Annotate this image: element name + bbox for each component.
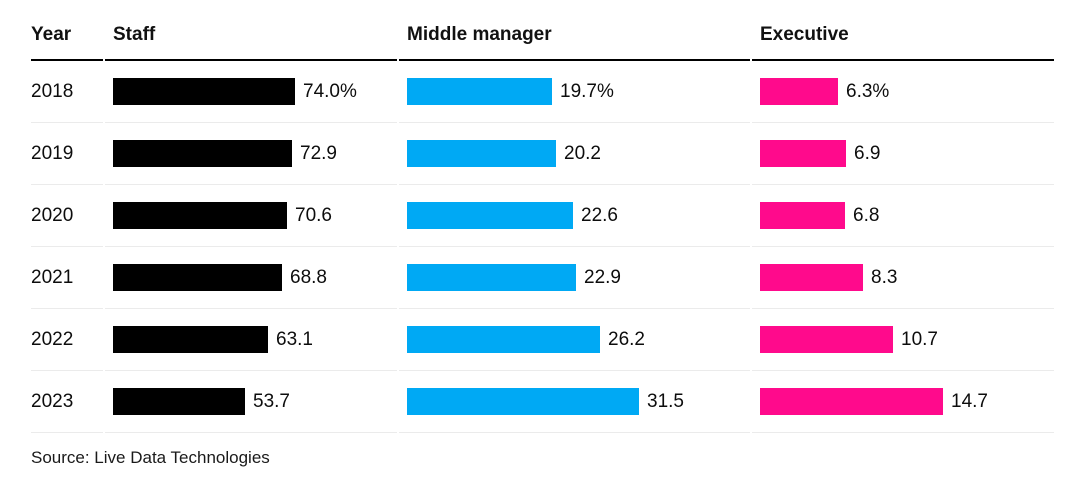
executive-cell: 6.8	[752, 185, 1054, 247]
value-label: 31.5	[647, 390, 684, 412]
value-label: 53.7	[253, 390, 290, 412]
value-label: 26.2	[608, 328, 645, 350]
table-body: 2018 74.0% 19.7% 6.3% 2019 72.9 20.2 6.9 2020 70.…	[31, 61, 1054, 433]
executive-cell: 8.3	[752, 247, 1054, 309]
year-cell: 2019	[31, 123, 103, 185]
middle-manager-cell: 31.5	[399, 371, 750, 433]
staff-bar	[113, 388, 245, 415]
value-label: 6.8	[853, 204, 880, 226]
middle-manager-cell: 22.6	[399, 185, 750, 247]
executive-bar	[760, 202, 845, 229]
middle-manager-bar	[407, 140, 556, 167]
staff-bar	[113, 202, 287, 229]
executive-bar	[760, 326, 893, 353]
value-label: 14.7	[951, 390, 988, 412]
source-row: Source: Live Data Technologies	[31, 433, 1054, 468]
executive-cell: 6.9	[752, 123, 1054, 185]
year-label: 2019	[31, 142, 74, 164]
header-executive: Executive	[752, 0, 1054, 61]
staff-bar	[113, 78, 295, 105]
staff-bar	[113, 264, 282, 291]
middle-manager-cell: 26.2	[399, 309, 750, 371]
year-label: 2021	[31, 266, 74, 288]
table-row: 2023 53.7 31.5 14.7	[31, 371, 1054, 433]
table-row: 2018 74.0% 19.7% 6.3%	[31, 61, 1054, 123]
middle-manager-cell: 19.7%	[399, 61, 750, 123]
middle-manager-bar	[407, 202, 573, 229]
header-year: Year	[31, 0, 103, 61]
value-label: 10.7	[901, 328, 938, 350]
staff-cell: 68.8	[105, 247, 397, 309]
executive-bar	[760, 78, 838, 105]
year-label: 2018	[31, 80, 74, 102]
executive-cell: 10.7	[752, 309, 1054, 371]
executive-cell: 6.3%	[752, 61, 1054, 123]
executive-bar	[760, 264, 863, 291]
value-label: 70.6	[295, 204, 332, 226]
middle-manager-bar	[407, 78, 552, 105]
staff-cell: 74.0%	[105, 61, 397, 123]
table-row: 2019 72.9 20.2 6.9	[31, 123, 1054, 185]
value-label: 72.9	[300, 142, 337, 164]
year-cell: 2018	[31, 61, 103, 123]
header-staff: Staff	[105, 0, 397, 61]
middle-manager-cell: 22.9	[399, 247, 750, 309]
share-by-role-chart: Year Staff Middle manager Executive 2018…	[31, 0, 1054, 468]
value-label: 6.3%	[846, 80, 890, 102]
middle-manager-bar	[407, 326, 600, 353]
staff-bar	[113, 140, 292, 167]
executive-cell: 14.7	[752, 371, 1054, 433]
column-header-row: Year Staff Middle manager Executive	[31, 0, 1054, 61]
middle-manager-cell: 20.2	[399, 123, 750, 185]
staff-cell: 63.1	[105, 309, 397, 371]
middle-manager-bar	[407, 388, 639, 415]
executive-bar	[760, 388, 943, 415]
year-label: 2023	[31, 390, 74, 412]
staff-cell: 70.6	[105, 185, 397, 247]
staff-cell: 72.9	[105, 123, 397, 185]
year-cell: 2023	[31, 371, 103, 433]
value-label: 22.6	[581, 204, 618, 226]
value-label: 74.0%	[303, 80, 357, 102]
table-row: 2021 68.8 22.9 8.3	[31, 247, 1054, 309]
table-row: 2020 70.6 22.6 6.8	[31, 185, 1054, 247]
executive-bar	[760, 140, 846, 167]
value-label: 63.1	[276, 328, 313, 350]
middle-manager-bar	[407, 264, 576, 291]
source-credit: Source: Live Data Technologies	[31, 448, 270, 467]
value-label: 6.9	[854, 142, 881, 164]
year-cell: 2022	[31, 309, 103, 371]
table-row: 2022 63.1 26.2 10.7	[31, 309, 1054, 371]
value-label: 19.7%	[560, 80, 614, 102]
value-label: 8.3	[871, 266, 898, 288]
year-label: 2020	[31, 204, 74, 226]
value-label: 22.9	[584, 266, 621, 288]
year-cell: 2020	[31, 185, 103, 247]
value-label: 68.8	[290, 266, 327, 288]
value-label: 20.2	[564, 142, 601, 164]
staff-cell: 53.7	[105, 371, 397, 433]
year-label: 2022	[31, 328, 74, 350]
staff-bar	[113, 326, 268, 353]
header-middle-manager: Middle manager	[399, 0, 750, 61]
year-cell: 2021	[31, 247, 103, 309]
